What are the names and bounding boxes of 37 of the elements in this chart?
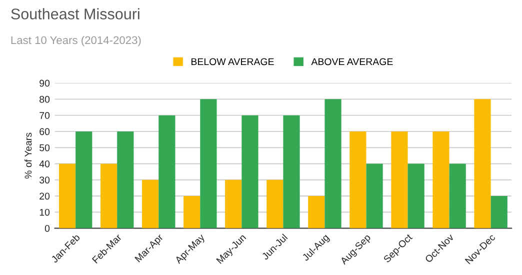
- legend-label: BELOW AVERAGE: [191, 58, 274, 66]
- bar: [76, 131, 92, 228]
- bar: [391, 131, 408, 228]
- bar: [366, 164, 383, 228]
- bar: [350, 131, 366, 228]
- bar: [474, 99, 491, 228]
- bar: [158, 115, 176, 228]
- y-tick-label: 90: [40, 80, 50, 87]
- bar: [283, 115, 300, 228]
- bar: [200, 99, 217, 228]
- y-tick-label: 50: [40, 144, 50, 152]
- bar: [225, 180, 242, 228]
- bar: [308, 196, 325, 228]
- bar: [449, 164, 466, 228]
- bar: [266, 180, 284, 228]
- y-tick-label: 30: [40, 176, 50, 184]
- bar: [58, 164, 76, 228]
- chart-title: Southeast Missouri: [11, 8, 140, 20]
- y-tick-label: 40: [39, 160, 50, 168]
- bar: [100, 164, 118, 228]
- y-tick-label: 20: [40, 192, 50, 200]
- bar: [117, 131, 134, 228]
- bar: [324, 99, 342, 228]
- legend-label: ABOVE AVERAGE: [311, 58, 393, 66]
- bar: [184, 196, 200, 228]
- y-axis-title: % of Years: [24, 132, 32, 179]
- y-tick-label: 0: [44, 224, 50, 232]
- chart-subtitle: Last 10 Years (2014-2023): [11, 36, 141, 46]
- y-tick-label: 10: [40, 208, 50, 216]
- y-tick-label: 70: [40, 112, 50, 119]
- bar: [142, 180, 159, 228]
- y-tick-label: 60: [40, 128, 50, 136]
- bar: [242, 115, 258, 228]
- bar: [432, 131, 450, 228]
- y-tick-label: 80: [40, 96, 50, 103]
- bar: [408, 164, 424, 228]
- bar: [490, 196, 508, 228]
